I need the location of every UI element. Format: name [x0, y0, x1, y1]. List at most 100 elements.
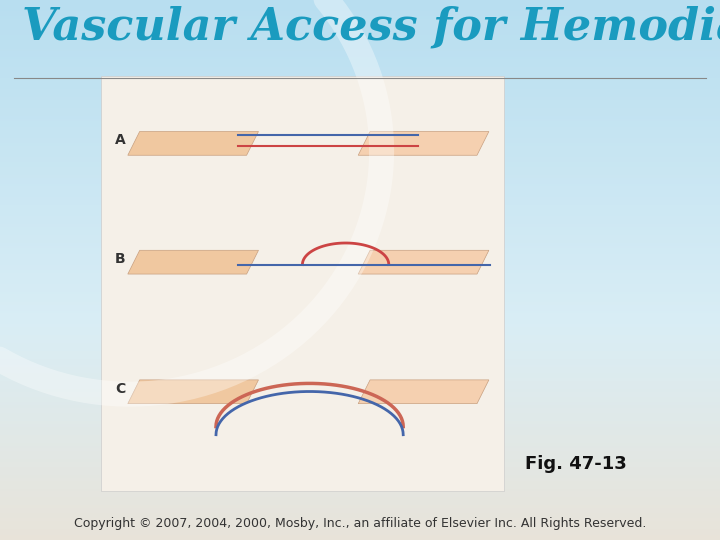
Bar: [0, 418, 720, 421]
Bar: [0, 22, 720, 24]
Bar: [0, 489, 720, 491]
Bar: [0, 521, 720, 524]
Bar: [0, 483, 720, 486]
Bar: [0, 305, 720, 308]
Bar: [0, 270, 720, 273]
Bar: [0, 86, 720, 89]
Bar: [0, 518, 720, 521]
Bar: [0, 354, 720, 356]
Bar: [0, 235, 720, 238]
Bar: [0, 300, 720, 302]
Bar: [0, 165, 720, 167]
Bar: [0, 262, 720, 265]
Bar: [0, 532, 720, 535]
Bar: [0, 359, 720, 362]
Bar: [0, 251, 720, 254]
Bar: [0, 238, 720, 240]
Bar: [0, 513, 720, 516]
Bar: [0, 343, 720, 346]
Bar: [0, 81, 720, 84]
Bar: [0, 424, 720, 427]
Bar: [0, 467, 720, 470]
Bar: [0, 216, 720, 219]
Bar: [0, 100, 720, 103]
Bar: [0, 70, 720, 73]
Bar: [0, 170, 720, 173]
Bar: [0, 265, 720, 267]
Bar: [0, 429, 720, 432]
Polygon shape: [128, 251, 258, 274]
Bar: [0, 254, 720, 256]
Bar: [0, 0, 720, 3]
Bar: [0, 51, 720, 54]
Bar: [0, 259, 720, 262]
Bar: [0, 327, 720, 329]
Bar: [0, 200, 720, 202]
Bar: [0, 76, 720, 78]
Bar: [0, 494, 720, 497]
Bar: [0, 470, 720, 472]
Bar: [0, 178, 720, 181]
Bar: [0, 16, 720, 19]
Bar: [0, 529, 720, 532]
Bar: [0, 332, 720, 335]
Bar: [0, 381, 720, 383]
Bar: [0, 111, 720, 113]
Bar: [0, 124, 720, 127]
Bar: [0, 472, 720, 475]
Polygon shape: [358, 380, 489, 404]
Text: C: C: [115, 382, 125, 396]
Bar: [0, 89, 720, 92]
Bar: [0, 35, 720, 38]
Bar: [0, 340, 720, 343]
Bar: [0, 230, 720, 232]
Bar: [0, 197, 720, 200]
Bar: [0, 240, 720, 243]
Bar: [0, 267, 720, 270]
Bar: [0, 135, 720, 138]
Bar: [0, 151, 720, 154]
Bar: [0, 273, 720, 275]
Bar: [0, 14, 720, 16]
Bar: [0, 78, 720, 81]
Bar: [0, 205, 720, 208]
Bar: [0, 454, 720, 456]
Bar: [0, 362, 720, 364]
Bar: [0, 329, 720, 332]
Bar: [0, 405, 720, 408]
Bar: [0, 108, 720, 111]
Bar: [0, 167, 720, 170]
Bar: [0, 338, 720, 340]
Bar: [0, 500, 720, 502]
Bar: [0, 146, 720, 148]
Bar: [0, 57, 720, 59]
Bar: [0, 73, 720, 76]
Bar: [0, 68, 720, 70]
Bar: [0, 394, 720, 397]
Bar: [0, 162, 720, 165]
Bar: [0, 502, 720, 505]
Bar: [0, 475, 720, 478]
Bar: [0, 284, 720, 286]
Bar: [0, 173, 720, 176]
Bar: [0, 27, 720, 30]
Bar: [0, 97, 720, 100]
Text: B: B: [115, 252, 126, 266]
Bar: [0, 208, 720, 211]
Bar: [0, 491, 720, 494]
Bar: [0, 138, 720, 140]
Bar: [0, 256, 720, 259]
Bar: [0, 459, 720, 462]
Bar: [0, 478, 720, 481]
Bar: [0, 211, 720, 213]
Bar: [0, 408, 720, 410]
Bar: [0, 435, 720, 437]
Bar: [0, 49, 720, 51]
Bar: [0, 348, 720, 351]
Bar: [0, 19, 720, 22]
Bar: [0, 505, 720, 508]
Bar: [0, 392, 720, 394]
Bar: [0, 232, 720, 235]
Bar: [0, 389, 720, 392]
Bar: [0, 310, 720, 313]
